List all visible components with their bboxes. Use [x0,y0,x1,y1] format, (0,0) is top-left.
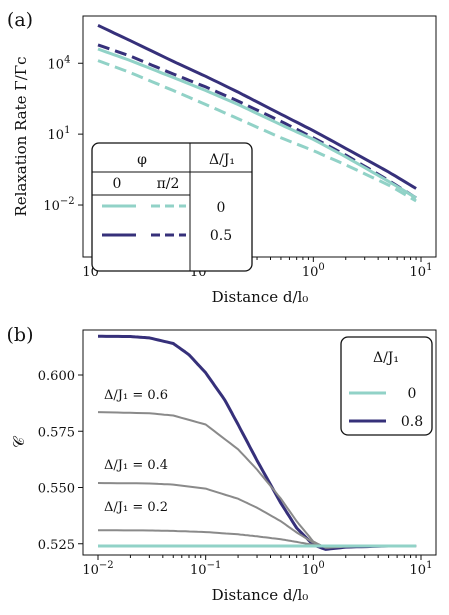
legend-a: φ Δ/J₁ 0 π/2 0 0.5 [91,142,253,272]
panel-label-b: (b) [7,324,34,346]
curve-annotation: Δ/J₁ = 0.6 [104,388,168,403]
x-axis-label-b: Distance d/l₀ [212,586,309,604]
series-line-b [97,482,417,549]
curve-annotation: Δ/J₁ = 0.2 [104,500,168,515]
legend-row-value-0: 0 [217,200,226,216]
y-tick-label-b: 0.575 [38,425,75,440]
x-tick-label-b: 100 [302,560,325,578]
x-tick-label-b: 101 [410,560,433,578]
y-axis-label-a: Relaxation Rate Γ/Γc [12,56,30,216]
legend-box-b [340,336,433,436]
legend-entry-label-b: 0.8 [401,414,423,430]
x-tick-label-b: 10−1 [190,560,221,578]
y-tick-label-a: 10−2 [43,196,74,214]
x-tick-label-a: 101 [410,262,433,280]
x-tick-label-a: 100 [302,262,325,280]
series-line-b [98,334,417,551]
series-line-b [98,529,417,548]
curve-annotation: Δ/J₁ = 0.4 [104,458,168,473]
series-line-a [97,59,417,203]
legend-phi-header: φ [137,152,147,168]
axes-frame-a [82,15,437,258]
panel-label-a: (a) [7,9,33,31]
legend-col-label-pi2: π/2 [157,176,180,192]
series-line-a [97,47,417,200]
legend-b: Δ/J₁ 0 0.8 [340,336,433,436]
x-axis-label-a: Distance d/l₀ [212,288,309,306]
y-tick-label-b: 0.525 [38,538,75,553]
legend-entry-label-b: 0 [408,386,417,402]
legend-title-b: Δ/J₁ [373,350,399,366]
series-line-a [97,24,417,190]
legend-col-label-0: 0 [113,176,122,192]
legend-delta-header: Δ/J₁ [209,152,235,168]
y-tick-label-a: 104 [48,54,71,72]
legend-row-value-1: 0.5 [210,228,232,244]
x-tick-label-b: 10−2 [82,560,113,578]
panel-b: (b) 10−2 10−1 100 101 0.525 0.550 0.575 0.600 Dis… [7,324,437,604]
axes-frame-b [82,329,437,556]
y-axis-label-b: 𝒞 [10,435,28,448]
y-tick-label-a: 101 [48,125,71,143]
y-tick-label-b: 0.600 [38,369,75,384]
y-tick-label-b: 0.550 [38,482,75,497]
